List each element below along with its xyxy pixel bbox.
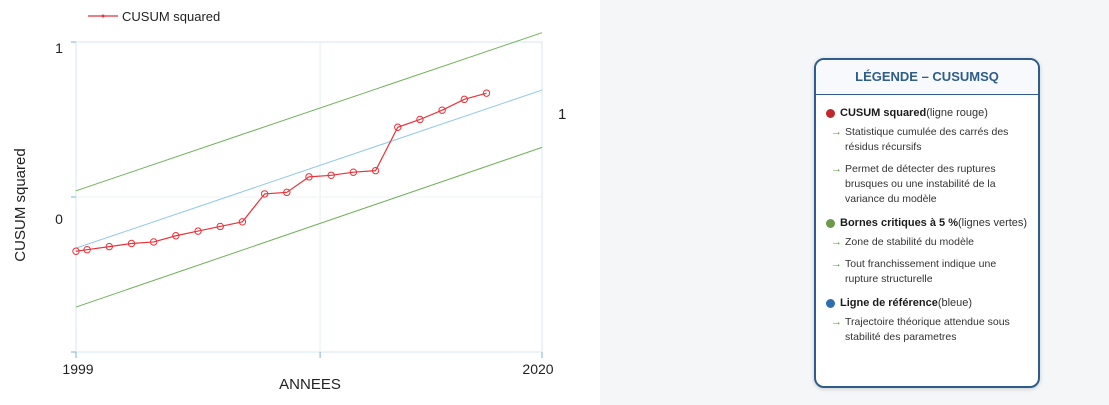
- legend-card-body: CUSUM squared (ligne rouge) → Statistique …: [816, 95, 1038, 345]
- reference-line-stroke: [75, 89, 543, 249]
- legend-section-heading: CUSUM squared (ligne rouge): [826, 107, 1028, 119]
- legend-item: → Trajectoire théorique attendue sous sta…: [831, 315, 1028, 345]
- lower-bound-line: [75, 146, 543, 308]
- legend-card-title: LÉGENDE – CUSUMSQ: [816, 60, 1038, 95]
- reference-line: [75, 89, 543, 249]
- data-point: [371, 166, 380, 175]
- data-point: [305, 173, 313, 181]
- legend-section-subtitle: (ligne rouge): [926, 107, 988, 119]
- legend-item-text: Permet de détecter des ruptures brusques…: [845, 163, 996, 205]
- legend-item: → Statistique cumulée des carrés des rési…: [831, 125, 1028, 155]
- upper-bound-line: [75, 32, 543, 192]
- cusum-chart: CUSUM squared CUSUM squared ANNEES 1 0 1…: [12, 9, 566, 393]
- y-tick-label-mid: 0: [55, 211, 63, 227]
- data-point: [105, 242, 113, 251]
- data-point: [283, 188, 291, 197]
- legend-item: → Tout franchissement indique une rupture…: [831, 257, 1028, 287]
- legend-color-dot: [826, 218, 835, 228]
- legend-section-title: Ligne de référence: [840, 297, 938, 309]
- arrow-right-icon: →: [831, 316, 842, 328]
- data-point: [149, 238, 158, 246]
- data-point: [216, 222, 224, 231]
- series-cusum: [72, 89, 491, 255]
- chart-legend: CUSUM squared: [88, 9, 220, 24]
- axes: [71, 41, 543, 358]
- data-point: [438, 106, 446, 114]
- grid: [76, 42, 542, 352]
- y-axis-title: CUSUM squared: [12, 148, 29, 261]
- arrow-right-icon: →: [831, 236, 842, 248]
- data-point: [394, 123, 402, 131]
- legend-section: CUSUM squared (ligne rouge) → Statistique …: [826, 107, 1028, 207]
- data-point: [194, 227, 202, 235]
- data-point: [482, 89, 491, 97]
- legend-section-heading: Bornes critiques à 5 % (lignes vertes): [826, 217, 1028, 229]
- legend-item: → Zone de stabilité du modèle: [831, 235, 1028, 250]
- legend-section-subtitle: (bleue): [937, 297, 973, 309]
- data-point: [83, 246, 91, 254]
- legend-item-text: Zone de stabilité du modèle: [845, 236, 974, 248]
- data-point: [327, 171, 335, 180]
- data-point: [238, 218, 247, 226]
- data-point: [349, 168, 358, 176]
- legend-item-text: Trajectoire théorique attendue sous stab…: [845, 316, 1010, 343]
- x-axis-title: ANNEES: [279, 376, 341, 393]
- legend-item-text: Tout franchissement indique une rupture …: [845, 258, 997, 285]
- legend-section-title: Bornes critiques à 5 %: [840, 217, 958, 229]
- arrow-right-icon: →: [831, 126, 842, 138]
- y-tick-label-top: 1: [55, 40, 63, 56]
- legend-color-dot: [826, 108, 835, 118]
- chart-panel: CUSUM squared CUSUM squared ANNEES 1 0 1…: [12, 9, 567, 393]
- data-point: [127, 239, 136, 248]
- critical-bounds: [75, 32, 543, 308]
- legend-section-heading: Ligne de référence (bleue): [826, 297, 1028, 309]
- x-tick-label-start: 1999: [62, 361, 93, 377]
- data-point: [72, 247, 80, 255]
- data-point: [260, 190, 269, 198]
- legend-section-subtitle: (lignes vertes): [958, 217, 1028, 229]
- arrow-right-icon: →: [831, 258, 842, 270]
- legend-section: Ligne de référence (bleue) → Trajectoire th…: [826, 297, 1028, 345]
- legend-color-dot: [826, 298, 835, 308]
- legend-label: CUSUM squared: [122, 9, 220, 24]
- data-point: [416, 115, 424, 124]
- data-point: [460, 95, 469, 104]
- legend-card: LÉGENDE – CUSUMSQ CUSUM squared (ligne r…: [814, 58, 1040, 388]
- arrow-right-icon: →: [831, 163, 842, 175]
- series-line: [75, 92, 487, 252]
- legend-panel-area: LÉGENDE – CUSUMSQ CUSUM squared (ligne r…: [600, 0, 1109, 405]
- legend-section-title: CUSUM squared: [840, 107, 927, 119]
- legend-item-text: Statistique cumulée des carrés des résid…: [845, 126, 1009, 153]
- legend-marker-swatch: [101, 14, 105, 18]
- reference-end-label: 1: [558, 106, 566, 123]
- x-tick-label-end: 2020: [522, 361, 553, 377]
- legend-item: → Permet de détecter des ruptures brusque…: [831, 162, 1028, 207]
- legend-section: Bornes critiques à 5 % (lignes vertes) → Z…: [826, 217, 1028, 287]
- data-point: [172, 232, 180, 240]
